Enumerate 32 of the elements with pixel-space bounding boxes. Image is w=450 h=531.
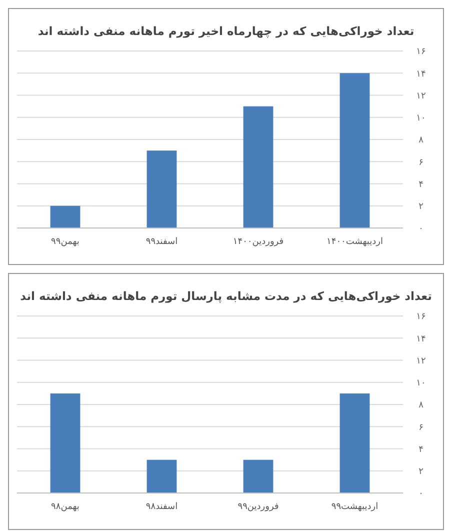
x-tick-label: فروردین۹۹ [238, 502, 279, 512]
y-tick-label: ۱۴ [416, 334, 426, 344]
y-tick-label: ۱۰ [416, 378, 426, 389]
x-tick-label: بهمن۹۹ [51, 237, 80, 247]
y-tick-label: ۴ [418, 180, 424, 190]
bar [50, 206, 80, 228]
chart-title: تعداد خوراکی‌هایی که در چهارماه اخیر تورم ماهانه منفی داشته اند [38, 24, 414, 38]
bar [340, 73, 370, 228]
y-tick-label: ۰ [418, 489, 424, 500]
y-tick-label: ۲ [418, 202, 424, 212]
x-tick-label: اردیبهشت۹۹ [331, 502, 378, 512]
y-tick-label: ۱۲ [416, 356, 426, 366]
y-tick-label: ۱۶ [416, 312, 426, 322]
chart-title: تعداد خوراکی‌هایی که در مدت مشابه پارسال تورم ماهانه منفی داشته اند [20, 289, 432, 303]
y-tick-label: ۱۴ [416, 69, 426, 80]
y-tick-label: ۰ [418, 224, 424, 234]
y-tick-label: ۱۲ [416, 91, 426, 102]
bar [243, 106, 274, 228]
y-tick-label: ۶ [418, 158, 424, 168]
y-tick-label: ۱۶ [416, 47, 426, 58]
bar [146, 150, 177, 228]
y-tick-label: ۸ [418, 400, 424, 411]
y-tick-label: ۶ [418, 422, 424, 433]
y-tick-label: ۲ [418, 467, 424, 478]
y-tick-label: ۱۰ [416, 114, 426, 124]
x-tick-label: اسفند۹۸ [146, 502, 178, 512]
y-tick-label: ۸ [418, 136, 424, 146]
x-tick-label: فروردین۱۴۰۰ [232, 237, 284, 247]
y-tick-label: ۴ [418, 444, 424, 455]
x-tick-label: بهمن۹۸ [51, 502, 80, 512]
x-tick-label: اسفند۹۹ [146, 237, 178, 247]
x-tick-label: اردیبهشت۱۴۰۰ [326, 237, 383, 247]
